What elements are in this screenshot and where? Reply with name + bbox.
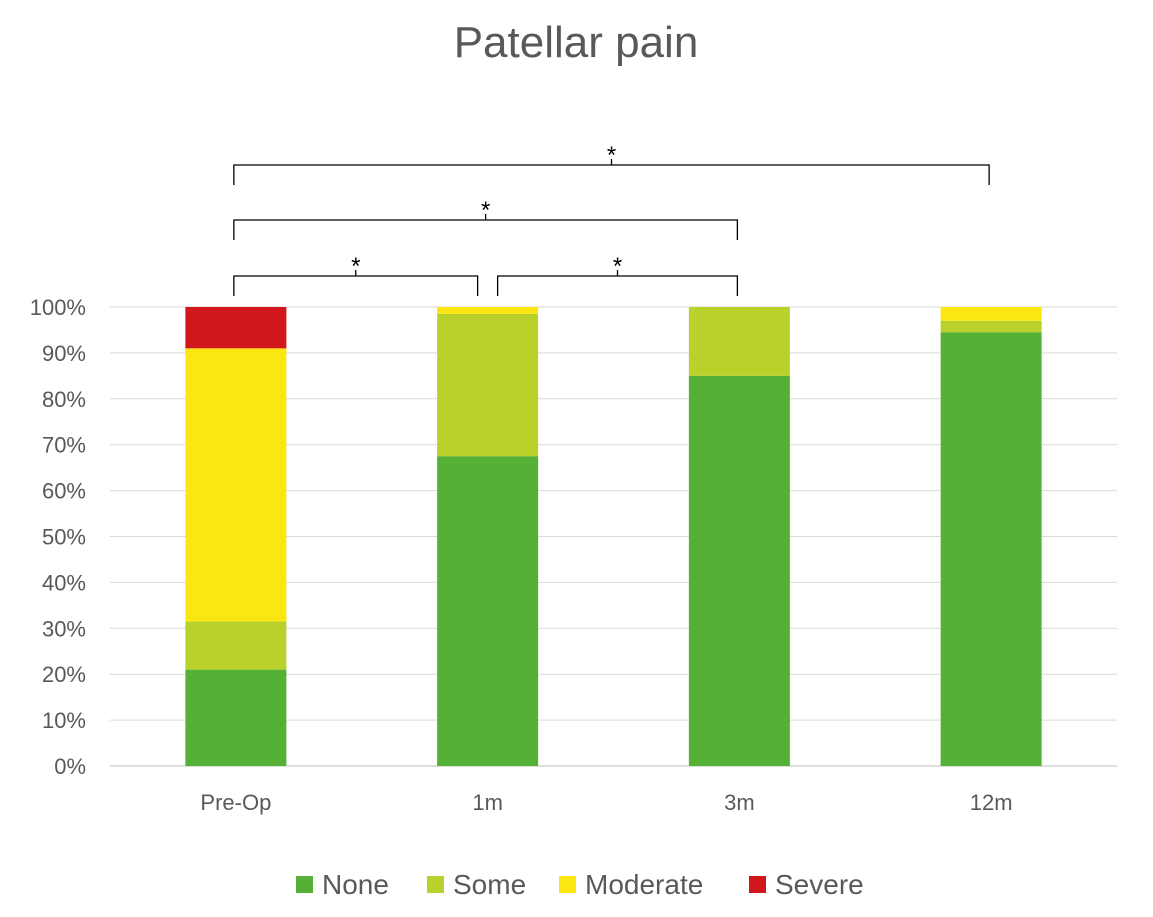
legend: None Some Moderate Severe <box>296 869 864 900</box>
y-axis-tick-labels: 0% 10% 20% 30% 40% 50% 60% 70% 80% 90% 100% <box>30 295 86 779</box>
significance-label: * <box>351 253 360 280</box>
y-tick-label: 60% <box>42 479 86 504</box>
legend-label: Severe <box>775 869 864 900</box>
bar-segment-some <box>940 320 1042 333</box>
bar-segment-none <box>185 669 287 766</box>
y-tick-label: 50% <box>42 525 86 550</box>
y-tick-label: 30% <box>42 616 86 641</box>
legend-swatch-severe <box>749 876 766 893</box>
bar-segment-moderate <box>185 348 287 622</box>
x-tick-label: 3m <box>724 790 755 815</box>
legend-swatch-none <box>296 876 313 893</box>
significance-brackets: * * * * <box>233 142 990 296</box>
bars <box>185 307 1042 766</box>
y-tick-label: 90% <box>42 341 86 366</box>
y-tick-label: 20% <box>42 662 86 687</box>
x-tick-label: 12m <box>970 790 1013 815</box>
bar-segment-severe <box>185 307 287 349</box>
x-tick-label: 1m <box>472 790 503 815</box>
bar-segment-moderate <box>437 307 539 314</box>
significance-label: * <box>613 253 622 280</box>
y-tick-label: 70% <box>42 433 86 458</box>
bar-segment-some <box>437 313 539 457</box>
legend-swatch-some <box>427 876 444 893</box>
significance-label: * <box>481 197 490 224</box>
x-axis-tick-labels: Pre-Op 1m 3m 12m <box>200 790 1012 815</box>
bar-segment-none <box>688 375 790 766</box>
chart-title: Patellar pain <box>454 18 699 67</box>
bar-segment-none <box>940 332 1042 766</box>
legend-label: None <box>322 869 389 900</box>
bar-segment-some <box>688 307 790 376</box>
y-tick-label: 10% <box>42 708 86 733</box>
legend-swatch-moderate <box>559 876 576 893</box>
y-tick-label: 40% <box>42 570 86 595</box>
legend-label: Some <box>453 869 526 900</box>
legend-label: Moderate <box>585 869 703 900</box>
bar-segment-none <box>437 456 539 766</box>
bar-segment-some <box>185 621 287 670</box>
y-tick-label: 80% <box>42 387 86 412</box>
x-tick-label: Pre-Op <box>200 790 271 815</box>
y-tick-label: 100% <box>30 295 86 320</box>
y-tick-label: 0% <box>54 754 86 779</box>
significance-label: * <box>607 142 616 169</box>
bar-segment-moderate <box>940 307 1042 321</box>
